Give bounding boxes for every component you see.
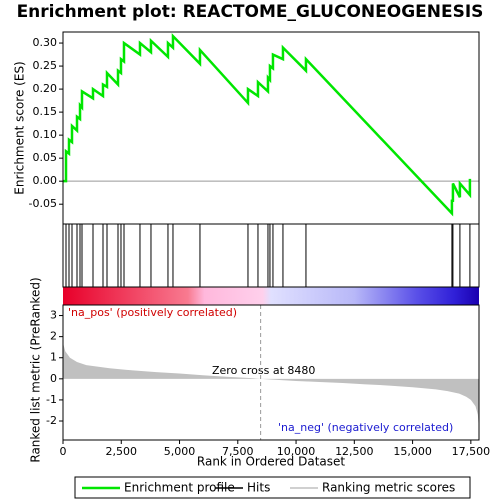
neg-label: 'na_neg' (negatively correlated)	[278, 421, 453, 434]
legend-box	[74, 476, 471, 499]
panel-frame	[62, 223, 480, 288]
y-tick-label: 0.05	[33, 151, 58, 164]
y-tick-label: 0.10	[33, 128, 58, 141]
metric-y-tick-label: 0	[50, 372, 57, 385]
enrichment-profile	[63, 33, 472, 217]
x-tick-label: 15,000	[393, 445, 432, 458]
legend-label: Hits	[247, 481, 270, 495]
chart-title: Enrichment plot: REACTOME_GLUCONEOGENESI…	[17, 2, 484, 22]
y-axis-label: Enrichment score (ES)	[13, 61, 27, 194]
y-tick-label: 0.00	[33, 174, 58, 187]
legend-label: Enrichment profile	[124, 481, 235, 495]
pos-label: 'na_pos' (positively correlated)	[68, 306, 237, 319]
legend-label: Ranking metric scores	[322, 481, 455, 495]
x-tick-label: 5,000	[164, 445, 196, 458]
metric-y-tick-label: -2	[46, 414, 57, 427]
metric-y-tick-label: 2	[50, 330, 57, 343]
panel-frame	[62, 31, 480, 225]
rank-color-bar	[63, 287, 479, 305]
ranking-metric-area	[63, 342, 479, 430]
x-tick-label: 12,500	[335, 445, 374, 458]
y-tick-label: 0.20	[33, 82, 58, 95]
x-tick-label: 0	[60, 445, 67, 458]
y-tick-label: 0.15	[33, 105, 58, 118]
x-axis-label: Rank in Ordered Dataset	[197, 455, 345, 469]
x-tick-label: 17,500	[452, 445, 491, 458]
metric-axis-label: Ranked list metric (PreRanked)	[29, 277, 43, 462]
metric-y-tick-label: 1	[50, 351, 57, 364]
y-tick-label: 0.30	[33, 36, 58, 49]
metric-y-tick-label: -1	[46, 393, 57, 406]
x-tick-label: 2,500	[106, 445, 138, 458]
panel-frame	[62, 304, 480, 441]
x-tick-label: 10,000	[277, 445, 316, 458]
y-tick-label: -0.05	[29, 197, 57, 210]
metric-y-tick-label: 3	[50, 309, 57, 322]
y-tick-label: 0.25	[33, 59, 58, 72]
x-tick-label: 7,500	[222, 445, 254, 458]
zero-cross-label: Zero cross at 8480	[212, 364, 315, 377]
